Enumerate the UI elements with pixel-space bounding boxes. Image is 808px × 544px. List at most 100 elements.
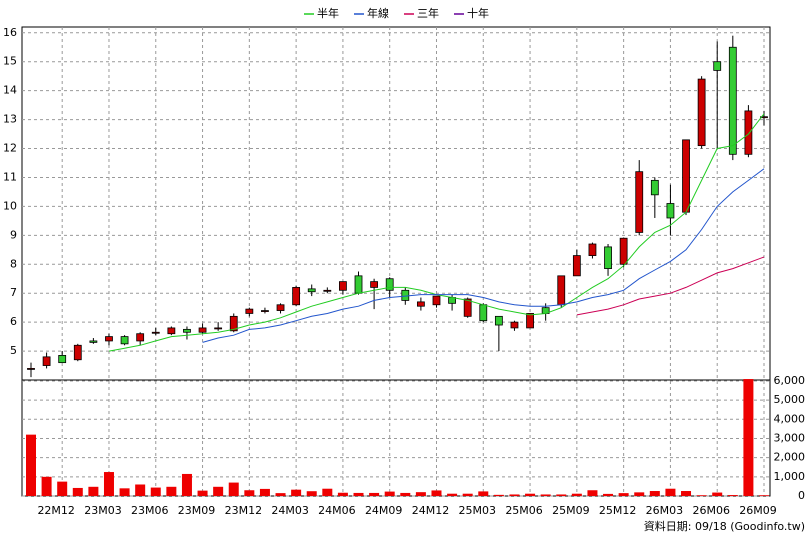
- y-tick-label: 2,000: [774, 451, 806, 464]
- x-tick-label: 22M12: [37, 504, 75, 517]
- volume-bar: [259, 488, 270, 496]
- y-tick-label: 6,000: [774, 374, 806, 387]
- y-tick-label: 5,000: [774, 393, 806, 406]
- candle-body: [494, 315, 503, 326]
- candle-body: [183, 328, 191, 333]
- volume-bar: [166, 486, 177, 496]
- y-tick-label: 5: [10, 344, 17, 357]
- candle-body: [151, 331, 160, 334]
- candle-body: [760, 116, 768, 119]
- volume-bar: [135, 484, 146, 496]
- volume-bar: [743, 379, 754, 496]
- candle-body: [354, 275, 363, 294]
- volume-bar: [275, 493, 286, 496]
- candle-body: [276, 304, 285, 311]
- candle-body: [73, 344, 82, 361]
- volume-bar: [369, 492, 380, 496]
- y-tick-label: 16: [3, 26, 17, 39]
- legend-label: 三年: [417, 6, 439, 20]
- candle-body: [229, 315, 238, 332]
- volume-bar: [509, 494, 520, 496]
- candle-body: [479, 304, 488, 322]
- volume-bar: [587, 490, 598, 496]
- volume-bar: [540, 494, 551, 496]
- candle-body: [666, 203, 675, 219]
- volume-bar: [291, 489, 302, 496]
- candle-body: [463, 298, 472, 317]
- candle-body: [339, 281, 347, 291]
- candle-body: [42, 356, 51, 366]
- candle-body: [744, 110, 753, 155]
- volume-bar: [462, 493, 473, 496]
- volume-bar: [228, 482, 239, 496]
- x-tick-label: 23M09: [178, 504, 216, 517]
- volume-bar: [384, 491, 395, 496]
- volume-bar: [447, 493, 458, 496]
- candle-body: [635, 171, 644, 233]
- volume-bar: [759, 495, 769, 496]
- candle-body: [214, 327, 223, 330]
- candle-body: [120, 336, 129, 345]
- candle-body: [432, 295, 441, 306]
- y-tick-label: 11: [3, 170, 17, 183]
- volume-bar: [649, 491, 660, 496]
- volume-bar: [213, 486, 224, 496]
- candle-body: [167, 327, 176, 335]
- volume-bar: [57, 481, 68, 496]
- candle-body: [198, 327, 207, 333]
- volume-bar: [571, 493, 582, 496]
- volume-bar: [337, 492, 348, 496]
- x-tick-label: 24M03: [271, 504, 309, 517]
- volume-bar: [244, 490, 255, 496]
- y-tick-label: 13: [3, 113, 17, 126]
- legend-label: 年線: [367, 6, 389, 20]
- volume-bar: [103, 472, 114, 496]
- candle-body: [385, 278, 394, 291]
- volume-bar: [197, 490, 208, 496]
- x-tick-label: 25M09: [552, 504, 590, 517]
- x-tick-label: 26M03: [646, 504, 684, 517]
- candle-body: [572, 255, 581, 277]
- candle-body: [27, 368, 35, 370]
- y-tick-label: 8: [10, 257, 17, 270]
- volume-bar: [26, 434, 36, 496]
- volume-bar: [41, 476, 52, 496]
- volume-bar: [478, 491, 489, 496]
- candle-body: [416, 301, 425, 307]
- y-tick-label: 6: [10, 315, 17, 328]
- y-tick-label: 12: [3, 142, 17, 155]
- candle-body: [713, 61, 722, 71]
- volume-bar: [712, 492, 723, 496]
- candle-body: [557, 275, 566, 306]
- candle-body: [323, 289, 332, 292]
- volume-bar: [181, 473, 192, 496]
- x-tick-label: 23M03: [84, 504, 122, 517]
- volume-bar: [603, 493, 614, 496]
- volume-bar: [618, 493, 629, 496]
- volume-bar: [634, 492, 645, 496]
- volume-bar: [322, 488, 333, 496]
- volume-bar: [556, 494, 567, 496]
- plot-frame: [21, 26, 771, 497]
- y-tick-label: 3,000: [774, 431, 806, 444]
- footer: 資料日期: 09/18 (Goodinfo.tw): [644, 519, 805, 533]
- legend-label: 半年: [317, 6, 339, 20]
- candle-body: [510, 321, 519, 329]
- y-tick-label: 15: [3, 55, 17, 68]
- candle-body: [58, 355, 67, 364]
- volume-bar: [88, 486, 99, 496]
- y-tick-label: 10: [3, 199, 17, 212]
- candle-body: [650, 179, 659, 196]
- candle-body: [370, 281, 379, 288]
- candle-body: [292, 287, 301, 306]
- volume-bar: [431, 490, 442, 496]
- x-tick-label: 23M06: [131, 504, 169, 517]
- candle-body: [245, 308, 254, 314]
- volume-bar: [727, 495, 738, 496]
- candle-body: [526, 313, 534, 329]
- y-tick-label: 0: [798, 489, 805, 502]
- candle-body: [619, 237, 628, 265]
- candle-body: [604, 246, 612, 270]
- volume-bar: [72, 487, 83, 496]
